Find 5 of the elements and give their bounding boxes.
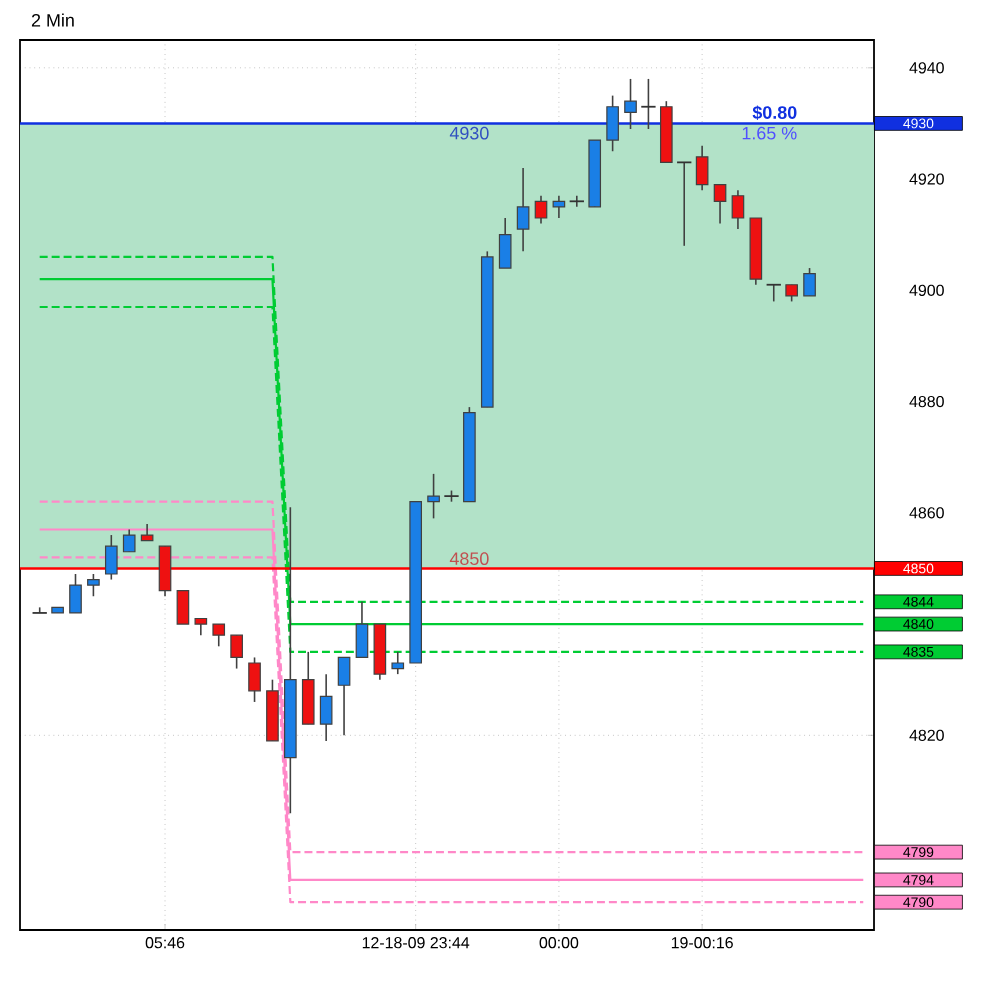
annotation: 4930	[449, 126, 489, 140]
annotation: 1.65 %	[742, 126, 797, 140]
annotation: 4850	[449, 552, 489, 566]
annotation: $0.80	[752, 105, 797, 121]
chart-title: 2 Min	[31, 13, 74, 27]
